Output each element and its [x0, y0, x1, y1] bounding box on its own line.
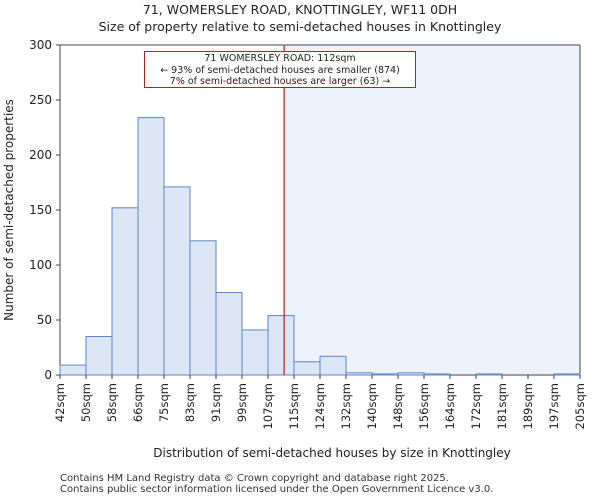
x-tick-label-75sqm: 75sqm	[157, 383, 171, 422]
x-tick-label-83sqm: 83sqm	[183, 383, 197, 422]
bar-197sqm	[553, 373, 581, 376]
y-tick-label-200: 200	[29, 148, 52, 162]
x-tick-label-42sqm: 42sqm	[53, 383, 67, 422]
x-tick-label-148sqm: 148sqm	[391, 383, 405, 429]
y-tick-label-100: 100	[29, 258, 52, 272]
x-tick-label-124sqm: 124sqm	[313, 383, 327, 429]
bar-172sqm	[475, 373, 503, 376]
chart-title: 71, WOMERSLEY ROAD, KNOTTINGLEY, WF11 0D…	[142, 2, 458, 17]
x-axis-title: Distribution of semi-detached houses by …	[153, 446, 511, 460]
bar-50sqm	[85, 336, 113, 376]
x-tick-label-107sqm: 107sqm	[261, 383, 275, 429]
y-tick-label-50: 50	[37, 313, 52, 327]
x-tick-label-115sqm: 115sqm	[287, 383, 301, 429]
x-tick-label-58sqm: 58sqm	[105, 383, 119, 422]
x-tick-label-189sqm: 189sqm	[521, 383, 535, 429]
bar-140sqm	[371, 373, 399, 376]
bar-107sqm	[267, 315, 295, 376]
annotation-line-1: 71 WOMERSLEY ROAD: 112sqm	[204, 53, 356, 64]
bar-66sqm	[137, 117, 165, 376]
y-axis-title: Number of semi-detached properties	[2, 99, 16, 321]
bar-83sqm	[189, 240, 217, 376]
x-tick-label-50sqm: 50sqm	[79, 383, 93, 422]
y-tick-label-0: 0	[44, 368, 52, 382]
x-tick-label-205sqm: 205sqm	[573, 383, 587, 429]
chart-subtitle: Size of property relative to semi-detach…	[98, 19, 502, 34]
y-tick-label-300: 300	[29, 38, 52, 52]
footer-licence: Contains public sector information licen…	[60, 484, 494, 495]
x-tick-label-91sqm: 91sqm	[209, 383, 223, 422]
y-tick-label-250: 250	[29, 93, 52, 107]
footer-copyright: Contains HM Land Registry data © Crown c…	[60, 473, 449, 484]
x-tick-label-181sqm: 181sqm	[495, 383, 509, 429]
annotation-line-2: ← 93% of semi-detached houses are smalle…	[160, 64, 400, 76]
bar-99sqm	[241, 329, 269, 376]
x-tick-label-164sqm: 164sqm	[443, 383, 457, 429]
bar-124sqm	[319, 355, 347, 376]
bar-75sqm	[163, 186, 191, 376]
bar-132sqm	[345, 372, 373, 376]
x-tick-label-66sqm: 66sqm	[131, 383, 145, 422]
bar-148sqm	[397, 372, 425, 376]
y-tick-label-150: 150	[29, 203, 52, 217]
x-tick-label-172sqm: 172sqm	[469, 383, 483, 429]
bar-58sqm	[111, 207, 139, 376]
x-tick-label-156sqm: 156sqm	[417, 383, 431, 429]
annotation-line-3: 7% of semi-detached houses are larger (6…	[169, 76, 391, 87]
bar-115sqm	[293, 361, 321, 376]
x-tick-label-132sqm: 132sqm	[339, 383, 353, 429]
annotation-box: 71 WOMERSLEY ROAD: 112sqm ← 93% of semi-…	[144, 51, 416, 88]
bar-156sqm	[423, 373, 451, 376]
bar-42sqm	[59, 364, 87, 376]
x-tick-label-197sqm: 197sqm	[547, 383, 561, 429]
x-tick-label-99sqm: 99sqm	[235, 383, 249, 422]
bar-91sqm	[215, 292, 243, 376]
x-tick-label-140sqm: 140sqm	[365, 383, 379, 429]
larger-region-highlight	[284, 45, 580, 375]
